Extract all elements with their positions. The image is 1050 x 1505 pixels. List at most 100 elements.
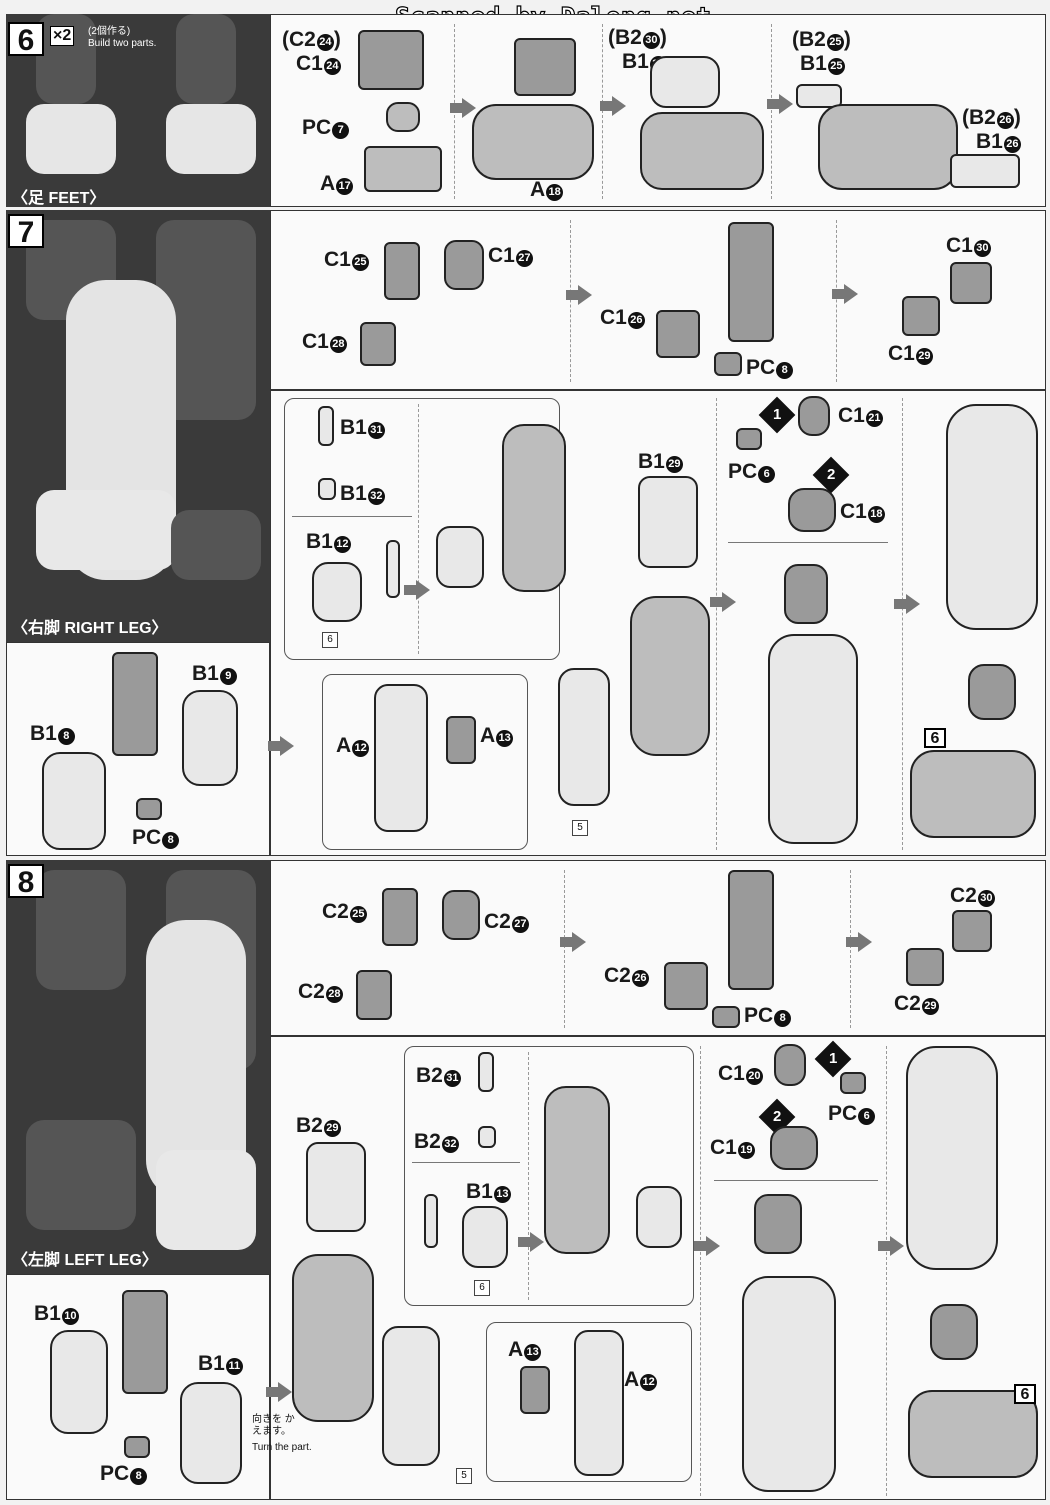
step8-label-c2-29: C2 29: [894, 992, 939, 1016]
step7-part-b1-12: [312, 562, 362, 622]
step7-label-a13: A 13: [480, 724, 514, 748]
step7-part-b1-29: [638, 476, 698, 568]
step8-ref-5: 5: [456, 1468, 472, 1484]
step6-arrow-2: [600, 96, 626, 116]
step8-part-a12: [574, 1330, 624, 1476]
step8-turn-note-jp: 向きを かえます。: [252, 1414, 295, 1437]
step8-label-a12: A 12: [624, 1368, 658, 1392]
step6-label-b2-25: (B2 25): [792, 28, 851, 51]
step8-part-c2-27: [442, 890, 480, 940]
step7-part-shin-cover: [436, 526, 484, 588]
step7-ref-6a: 6: [322, 632, 338, 648]
step7-part-shin-armor: [768, 634, 858, 844]
step8-part-b2-31: [478, 1052, 494, 1092]
step7-part-a13: [446, 716, 476, 764]
step8-arrow-f: [266, 1382, 292, 1402]
step8-part-shin-frame: [544, 1086, 610, 1254]
step8-label-b1-13: B1 13: [466, 1180, 511, 1204]
step8-part-c2-29: [906, 948, 944, 986]
step7-arrow-a: [566, 285, 592, 305]
step6-part-c1-24-b: [514, 38, 576, 96]
step7-part-a12: [374, 684, 428, 832]
step8-part-b2-32: [478, 1126, 496, 1148]
step7-part-pc8-a: [714, 352, 742, 376]
step7-label-pc6: PC 6: [728, 460, 776, 484]
step7-arrow-f: [268, 736, 294, 756]
step8-part-knee-joint: [754, 1194, 802, 1254]
step7-label-b1-32: B1 32: [340, 482, 385, 506]
step7-part-c1-29: [902, 296, 940, 336]
step8-part-a13: [520, 1366, 550, 1414]
step8-ref-6a: 6: [474, 1280, 490, 1296]
step7-part-shin-front: [558, 668, 610, 806]
step8-part-c2-25: [382, 888, 418, 946]
step8-arrow-d: [694, 1236, 720, 1256]
step6-label-b1-26: B1 26: [976, 130, 1021, 154]
step7-part-shin-body: [630, 596, 710, 756]
step7-label-c1-30: C1 30: [946, 234, 991, 258]
step8-part-pc8-a: [712, 1006, 740, 1028]
step6-photo: [6, 14, 270, 207]
step7-part-c1-18: [788, 488, 836, 532]
step8-label-c2-27: C2 27: [484, 910, 529, 934]
step7-part-c1-25: [384, 242, 420, 300]
step8-label-b2-31: B2 31: [416, 1064, 461, 1088]
step6-part-b1-30: [650, 56, 720, 108]
step7-part-b1-8: [42, 752, 106, 850]
step8-part-c1-20: [774, 1044, 806, 1086]
step7-part-b1-31: [318, 406, 334, 446]
step8-label-pc6: PC 6: [828, 1102, 876, 1126]
step7-part-b1-32: [318, 478, 336, 500]
step6-part-pc7: [386, 102, 420, 132]
step8-number: 8: [8, 864, 44, 899]
step7-label-b1-29: B1 29: [638, 450, 683, 474]
step7-part-leg-frame: [728, 222, 774, 342]
step8-label-pc8-b: PC 8: [100, 1462, 148, 1486]
step7-number: 7: [8, 214, 44, 249]
step7-part-knee-joint: [784, 564, 828, 624]
step7-arrow-d: [710, 592, 736, 612]
step8-label-c1-20: C1 20: [718, 1062, 763, 1086]
step8-part-c2-30: [952, 910, 992, 952]
step8-part-b1-10: [50, 1330, 108, 1434]
step7-label-b1-31: B1 31: [340, 416, 385, 440]
step7-label-c1-21: C1 21: [838, 404, 883, 428]
step7-arrow-b: [832, 284, 858, 304]
step6-note-jp: (2個作る): [88, 26, 131, 37]
step8-part-pc8-b: [124, 1436, 150, 1458]
step8-subbox-armor: [486, 1322, 692, 1482]
step8-label-b1-10: B1 10: [34, 1302, 79, 1326]
step6-label-pc7: PC 7: [302, 116, 350, 140]
step8-part-foot: [908, 1390, 1038, 1478]
step7-part-c1-21: [798, 396, 830, 436]
step6-part-b1-26: [950, 154, 1020, 188]
step8-label-b2-32: B2 32: [414, 1130, 459, 1154]
step8-turn-note-en: Turn the part.: [252, 1442, 312, 1453]
step7-part-ankle: [968, 664, 1016, 720]
step7-subbox-armor: [322, 674, 528, 850]
step7-photo: [6, 210, 270, 642]
step7-part-c1-27: [444, 240, 484, 290]
step8-arrow-e: [878, 1236, 904, 1256]
step8-label-b1-11: B1 11: [198, 1352, 243, 1376]
step8-part-shin-front: [382, 1326, 440, 1466]
step7-arrow-c: [404, 580, 430, 600]
step7-label-c1-27: C1 27: [488, 244, 533, 268]
step6-label-a18: A 18: [530, 178, 564, 202]
step8-part-b2-29: [306, 1142, 366, 1232]
step7-label-c1-29: C1 29: [888, 342, 933, 366]
step8-part-leg-frame: [728, 870, 774, 990]
step7-part-b1-9: [182, 690, 238, 786]
step6-label-c1-24: C1 24: [296, 52, 341, 76]
step8-part-c2-26: [664, 962, 708, 1010]
step7-part-leg-complete: [946, 404, 1038, 630]
step6-section-label: 〈足 FEET〉: [12, 190, 106, 207]
step7-part-thigh-frame: [112, 652, 158, 756]
step6-part-a17: [364, 146, 442, 192]
step6-label-b1-25: B1 25: [800, 52, 845, 76]
step8-part-b1-13: [462, 1206, 508, 1268]
step7-part-shin-frame: [502, 424, 566, 592]
step7-ref-5: 5: [572, 820, 588, 836]
step7-label-pc8-a: PC 8: [746, 356, 794, 380]
step8-label-pc8-a: PC 8: [744, 1004, 792, 1028]
